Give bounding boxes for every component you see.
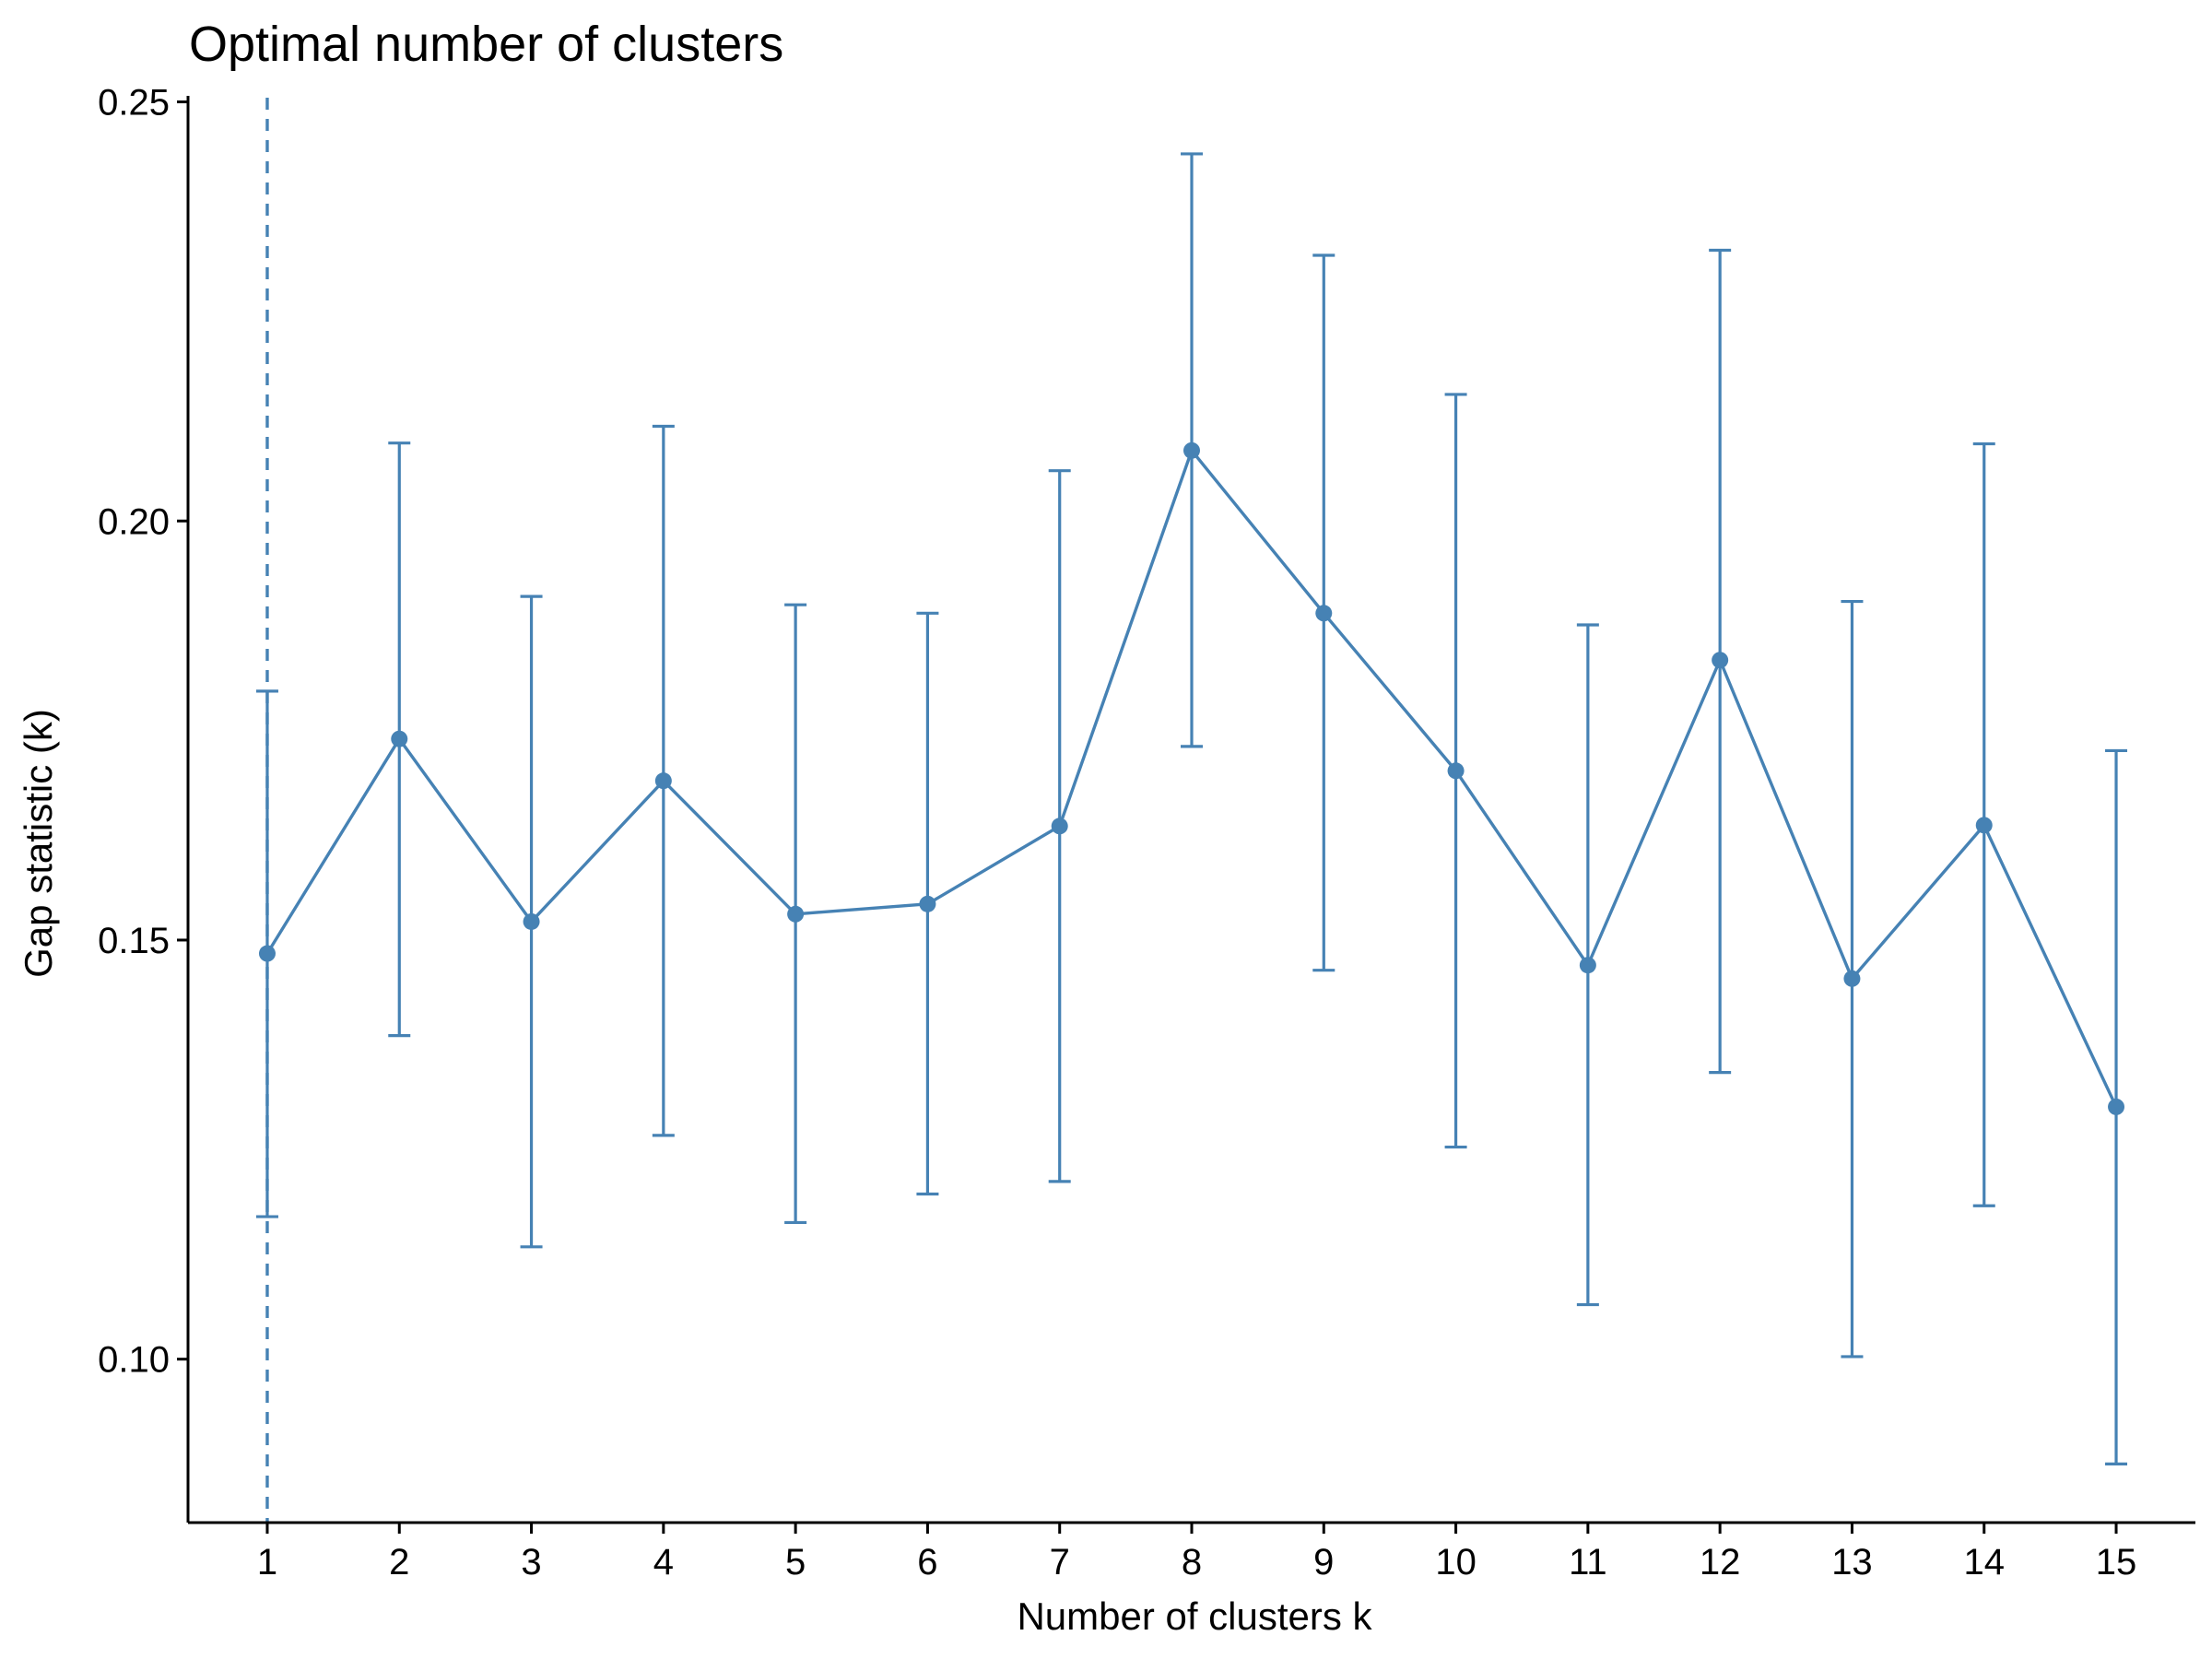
chart-title: Optimal number of clusters [189, 17, 783, 72]
plot-area [255, 98, 2128, 1523]
x-tick-label: 9 [1313, 1542, 1334, 1583]
x-axis: 1 2 3 4 5 6 7 8 9 10 11 12 13 14 15 [188, 1521, 2195, 1583]
y-tick-label: 0.25 [98, 83, 170, 124]
data-point [787, 905, 805, 923]
x-tick-label: 1 [257, 1542, 277, 1583]
data-point [654, 772, 672, 790]
y-tick-label: 0.10 [98, 1340, 170, 1381]
data-point [1447, 762, 1465, 780]
data-point [1051, 818, 1068, 835]
data-point [1579, 957, 1596, 974]
y-tick-label: 0.15 [98, 921, 170, 961]
data-point [1712, 652, 1729, 669]
x-tick-label: 12 [1700, 1542, 1741, 1583]
x-tick-label: 11 [1569, 1542, 1607, 1583]
x-tick-label: 8 [1182, 1542, 1202, 1583]
x-tick-label: 13 [1831, 1542, 1873, 1583]
data-point [258, 945, 276, 962]
x-tick-label: 2 [389, 1542, 409, 1583]
x-tick-label: 6 [917, 1542, 937, 1583]
x-tick-label: 4 [653, 1542, 674, 1583]
x-tick-label: 5 [785, 1542, 806, 1583]
x-tick-label: 3 [521, 1542, 541, 1583]
data-point [1315, 605, 1333, 622]
y-tick-label: 0.20 [98, 501, 170, 542]
x-axis-title: Number of clusters k [1017, 1594, 1372, 1638]
data-point [523, 912, 540, 930]
data-point [1975, 817, 1993, 834]
data-point [919, 895, 936, 912]
data-point [2108, 1098, 2125, 1115]
data-point [391, 730, 408, 747]
y-axis-title: Gap statistic (k) [17, 709, 60, 978]
data-point [1843, 970, 1861, 987]
x-tick-label: 15 [2096, 1542, 2137, 1583]
y-axis: 0.10 0.15 0.20 0.25 [98, 83, 190, 1523]
data-point [1183, 441, 1200, 459]
x-tick-label: 14 [1963, 1542, 2005, 1583]
x-tick-label: 10 [1435, 1542, 1477, 1583]
x-tick-label: 7 [1050, 1542, 1070, 1583]
